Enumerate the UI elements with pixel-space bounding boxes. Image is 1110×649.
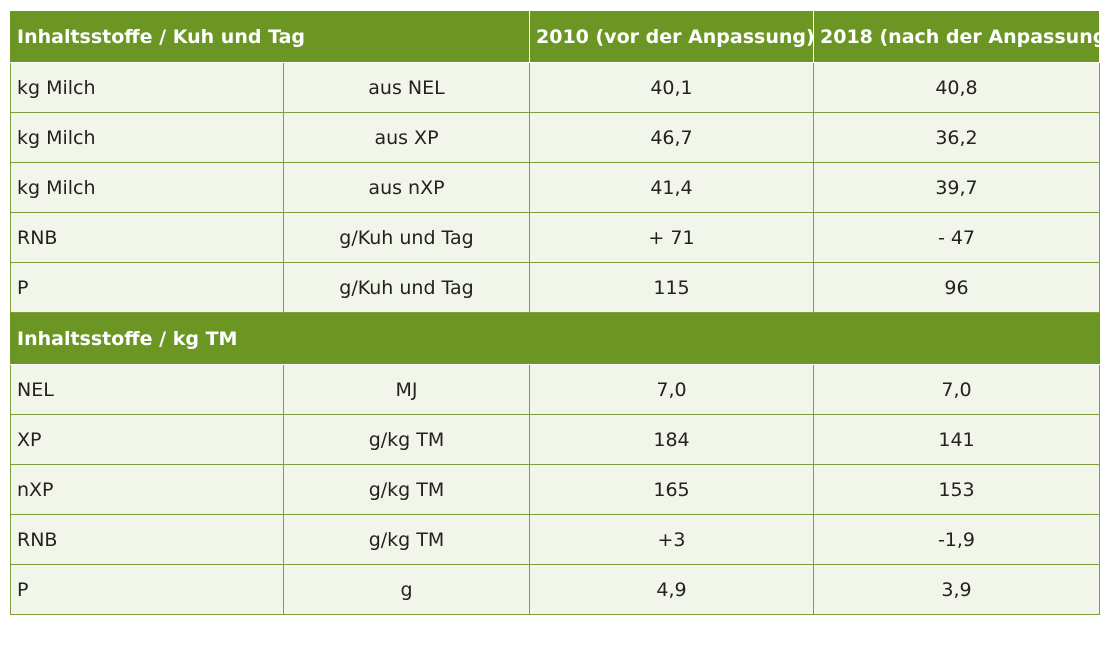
value-2010: +3 xyxy=(529,514,814,565)
row-label: NEL xyxy=(10,364,284,415)
value-2018: 153 xyxy=(813,464,1100,515)
value-2010: 46,7 xyxy=(529,112,814,163)
row-label: nXP xyxy=(10,464,284,515)
row-unit: aus XP xyxy=(283,112,530,163)
value-2010: 184 xyxy=(529,414,814,465)
table-row: RNB g/kg TM +3 -1,9 xyxy=(10,514,1100,565)
value-2018: 3,9 xyxy=(813,564,1100,615)
value-2010: 4,9 xyxy=(529,564,814,615)
value-2018: 141 xyxy=(813,414,1100,465)
row-unit: aus NEL xyxy=(283,62,530,113)
row-unit: g/Kuh und Tag xyxy=(283,262,530,313)
row-unit: g/kg TM xyxy=(283,464,530,515)
value-2010: 41,4 xyxy=(529,162,814,213)
header-nutrients-per-cow-day: Inhaltsstoffe / Kuh und Tag xyxy=(10,10,530,63)
row-label: RNB xyxy=(10,212,284,263)
row-unit: g/Kuh und Tag xyxy=(283,212,530,263)
section-header-row: Inhaltsstoffe / kg TM xyxy=(10,312,1100,365)
header-2018: 2018 (nach der Anpassung) xyxy=(813,10,1100,63)
table-header-row: Inhaltsstoffe / Kuh und Tag 2010 (vor de… xyxy=(10,10,1100,63)
section-title-per-kg-dm: Inhaltsstoffe / kg TM xyxy=(10,312,1100,365)
row-unit: g xyxy=(283,564,530,615)
value-2018: - 47 xyxy=(813,212,1100,263)
table-row: XP g/kg TM 184 141 xyxy=(10,414,1100,465)
value-2010: 115 xyxy=(529,262,814,313)
table-row: nXP g/kg TM 165 153 xyxy=(10,464,1100,515)
value-2018: 36,2 xyxy=(813,112,1100,163)
value-2018: 96 xyxy=(813,262,1100,313)
table-row: P g 4,9 3,9 xyxy=(10,564,1100,615)
table-row: kg Milch aus NEL 40,1 40,8 xyxy=(10,62,1100,113)
row-label: XP xyxy=(10,414,284,465)
row-label: kg Milch xyxy=(10,162,284,213)
value-2018: -1,9 xyxy=(813,514,1100,565)
row-unit: g/kg TM xyxy=(283,414,530,465)
value-2010: 40,1 xyxy=(529,62,814,113)
value-2010: + 71 xyxy=(529,212,814,263)
table-row: RNB g/Kuh und Tag + 71 - 47 xyxy=(10,212,1100,263)
row-label: RNB xyxy=(10,514,284,565)
value-2010: 7,0 xyxy=(529,364,814,415)
value-2018: 7,0 xyxy=(813,364,1100,415)
nutrient-table: Inhaltsstoffe / Kuh und Tag 2010 (vor de… xyxy=(10,10,1100,615)
row-unit: MJ xyxy=(283,364,530,415)
value-2018: 40,8 xyxy=(813,62,1100,113)
row-label: kg Milch xyxy=(10,112,284,163)
table-row: P g/Kuh und Tag 115 96 xyxy=(10,262,1100,313)
value-2018: 39,7 xyxy=(813,162,1100,213)
value-2010: 165 xyxy=(529,464,814,515)
table-row: kg Milch aus nXP 41,4 39,7 xyxy=(10,162,1100,213)
row-unit: g/kg TM xyxy=(283,514,530,565)
row-unit: aus nXP xyxy=(283,162,530,213)
header-2010: 2010 (vor der Anpassung) xyxy=(529,10,814,63)
table-row: NEL MJ 7,0 7,0 xyxy=(10,364,1100,415)
row-label: kg Milch xyxy=(10,62,284,113)
nutrient-table-container: Inhaltsstoffe / Kuh und Tag 2010 (vor de… xyxy=(10,10,1100,615)
row-label: P xyxy=(10,262,284,313)
table-row: kg Milch aus XP 46,7 36,2 xyxy=(10,112,1100,163)
row-label: P xyxy=(10,564,284,615)
